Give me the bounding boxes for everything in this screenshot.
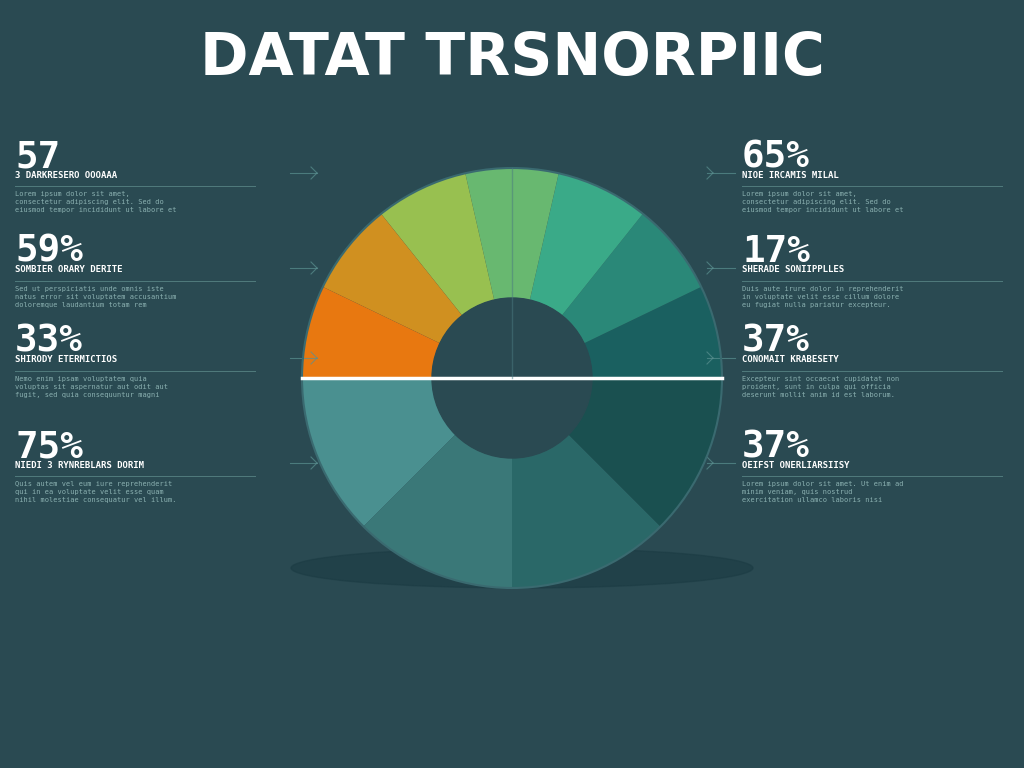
Text: 37%: 37% <box>742 429 810 465</box>
Text: NIOE IRCAMIS MILAL: NIOE IRCAMIS MILAL <box>742 170 839 180</box>
Circle shape <box>432 298 592 458</box>
Text: Sed ut perspiciatis unde omnis iste
natus error sit voluptatem accusantium
dolor: Sed ut perspiciatis unde omnis iste natu… <box>15 286 176 308</box>
Wedge shape <box>562 214 701 343</box>
Text: SHERADE SONIIPPLLES: SHERADE SONIIPPLLES <box>742 266 844 274</box>
Text: 75%: 75% <box>15 429 83 465</box>
Wedge shape <box>512 435 660 588</box>
Text: 57: 57 <box>15 139 60 175</box>
Text: 65%: 65% <box>742 139 810 175</box>
Text: SHIRODY ETERMICTIOS: SHIRODY ETERMICTIOS <box>15 356 117 365</box>
Text: Excepteur sint occaecat cupidatat non
proident, sunt in culpa qui officia
deseru: Excepteur sint occaecat cupidatat non pr… <box>742 376 899 398</box>
Text: 17%: 17% <box>742 234 810 270</box>
Wedge shape <box>302 378 456 527</box>
Text: SOMBIER ORARY DERITE: SOMBIER ORARY DERITE <box>15 266 123 274</box>
Text: 33%: 33% <box>15 324 83 360</box>
Text: DATAT TRSNORPIIC: DATAT TRSNORPIIC <box>200 29 824 87</box>
Text: 3 DARKRESERO OOOAAA: 3 DARKRESERO OOOAAA <box>15 170 117 180</box>
Wedge shape <box>568 378 722 527</box>
Wedge shape <box>302 287 440 378</box>
Wedge shape <box>529 174 643 316</box>
Text: CONOMAIT KRABESETY: CONOMAIT KRABESETY <box>742 356 839 365</box>
Ellipse shape <box>291 548 753 588</box>
Text: Lorem ipsum dolor sit amet,
consectetur adipiscing elit. Sed do
eiusmod tempor i: Lorem ipsum dolor sit amet, consectetur … <box>15 191 176 213</box>
Text: Duis aute irure dolor in reprehenderit
in voluptate velit esse cillum dolore
eu : Duis aute irure dolor in reprehenderit i… <box>742 286 903 308</box>
Text: 59%: 59% <box>15 234 83 270</box>
Wedge shape <box>323 214 462 343</box>
Wedge shape <box>465 168 559 300</box>
Text: Lorem ipsum dolor sit amet,
consectetur adipiscing elit. Sed do
eiusmod tempor i: Lorem ipsum dolor sit amet, consectetur … <box>742 191 903 213</box>
Text: 37%: 37% <box>742 324 810 360</box>
Text: Nemo enim ipsam voluptatem quia
voluptas sit aspernatur aut odit aut
fugit, sed : Nemo enim ipsam voluptatem quia voluptas… <box>15 376 168 398</box>
Wedge shape <box>584 287 722 378</box>
Text: Lorem ipsum dolor sit amet. Ut enim ad
minim veniam, quis nostrud
exercitation u: Lorem ipsum dolor sit amet. Ut enim ad m… <box>742 481 903 503</box>
Wedge shape <box>381 174 495 316</box>
Wedge shape <box>364 435 512 588</box>
Text: OEIFST ONERLIARSIISY: OEIFST ONERLIARSIISY <box>742 461 850 469</box>
Text: Quis autem vel eum iure reprehenderit
qui in ea voluptate velit esse quam
nihil : Quis autem vel eum iure reprehenderit qu… <box>15 481 176 503</box>
Text: NIEDI 3 RYNREBLARS DORIM: NIEDI 3 RYNREBLARS DORIM <box>15 461 144 469</box>
